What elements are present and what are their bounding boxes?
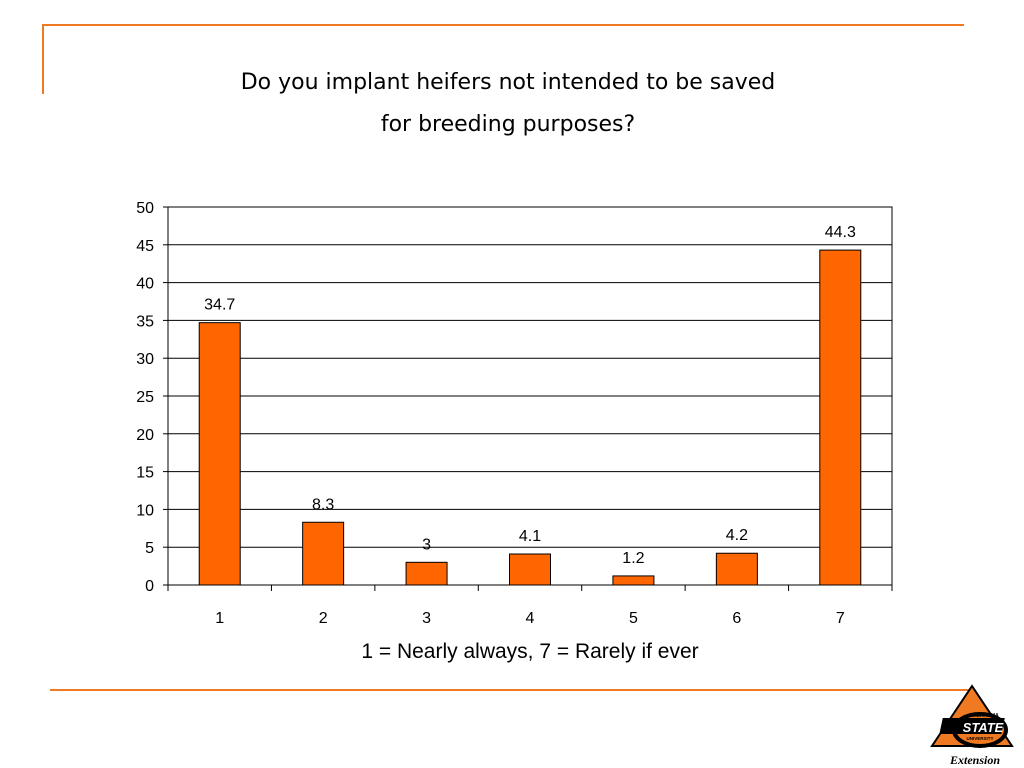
y-tick-label: 25 (136, 389, 154, 406)
bar (819, 249, 862, 586)
plot-area-border (167, 206, 893, 586)
y-tick-label: 15 (136, 465, 154, 482)
bottom-accent-rule (50, 689, 972, 691)
y-tick-label: 20 (136, 427, 154, 444)
bar (302, 521, 345, 586)
y-tick-label: 5 (145, 540, 154, 557)
x-tick-label: 5 (629, 610, 638, 627)
bar-chart: 0 5 10 15 20 25 30 35 40 45 50 34.7 1 8.3 2 3 3 4.1 4 1.2 5 4… (136, 200, 893, 627)
x-tick-label: 1 (215, 610, 224, 627)
logo-caption: Extension (949, 753, 1000, 767)
data-label: 8.3 (312, 496, 334, 513)
bars (198, 249, 862, 586)
data-label: 4.2 (726, 527, 748, 544)
x-tick-label: 3 (422, 610, 431, 627)
logo-sub-text: UNIVERSITY (966, 736, 993, 741)
x-axis-label: 1 = Nearly always, 7 = Rarely if ever (361, 640, 699, 663)
data-label: 4.1 (519, 528, 541, 545)
y-tick-label: 35 (136, 313, 154, 330)
logo-main-text: STATE (963, 720, 1004, 735)
data-label: 44.3 (825, 224, 856, 241)
data-label: 34.7 (204, 297, 235, 314)
bar (715, 552, 758, 586)
labels: 0 5 10 15 20 25 30 35 40 45 50 34.7 1 8.3 2 3 3 4.1 4 1.2 5 4… (136, 200, 856, 627)
data-label: 1.2 (622, 550, 644, 567)
bar (509, 553, 551, 586)
y-tick-label: 40 (136, 276, 154, 293)
x-tick-label: 6 (732, 610, 741, 627)
y-tick-label: 10 (136, 502, 154, 519)
y-tick-label: 50 (136, 200, 154, 217)
axes (163, 206, 893, 591)
left-accent-rule (42, 24, 44, 94)
top-accent-rule (42, 24, 964, 26)
x-tick-label: 7 (836, 610, 845, 627)
y-tick-label: 30 (136, 351, 154, 368)
x-tick-label: 2 (319, 610, 328, 627)
osu-extension-logo: STATE OKLAHOMA UNIVERSITY Extension (930, 684, 1014, 767)
data-label: 3 (422, 536, 431, 553)
y-tick-label: 0 (145, 578, 154, 595)
chart-title-line-2: for breeding purposes? (380, 112, 636, 137)
y-tick-label: 45 (136, 238, 154, 255)
bar (405, 561, 448, 586)
logo-top-text: OKLAHOMA (969, 713, 999, 719)
bar (198, 322, 241, 586)
x-tick-label: 4 (526, 610, 535, 627)
chart-title-line-1: Do you implant heifers not intended to b… (240, 70, 776, 95)
bar (612, 575, 655, 586)
chart-title: Do you implant heifers not intended to b… (108, 62, 908, 146)
